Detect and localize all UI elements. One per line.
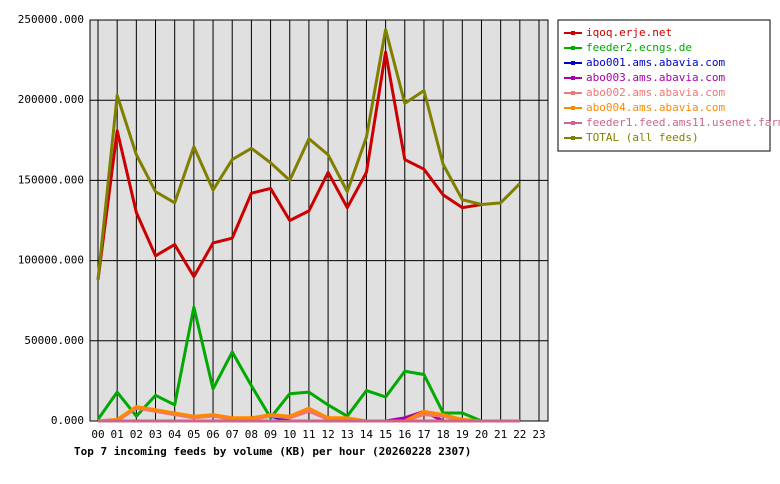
x-tick-label: 10 — [283, 428, 296, 441]
legend-label: abo003.ams.abavia.com — [586, 71, 725, 84]
x-tick-label: 20 — [475, 428, 488, 441]
legend-label: abo002.ams.abavia.com — [586, 86, 725, 99]
series-line — [96, 305, 520, 423]
y-tick-label: 200000.000 — [18, 93, 84, 106]
y-tick-label: 0.000 — [51, 414, 84, 427]
plot-area — [89, 19, 549, 422]
legend-marker — [571, 31, 575, 35]
x-tick-label: 18 — [437, 428, 450, 441]
legend-marker — [571, 61, 575, 65]
legend-box — [557, 19, 771, 152]
x-tick-label: 22 — [513, 428, 526, 441]
legend-label: TOTAL (all feeds) — [586, 131, 699, 144]
x-tick-label: 19 — [456, 428, 469, 441]
x-tick-label: 00 — [91, 428, 104, 441]
x-tick-label: 15 — [379, 428, 392, 441]
series-line — [96, 28, 521, 281]
x-tick-label: 04 — [168, 428, 182, 441]
legend-marker — [571, 136, 575, 140]
x-tick-label: 05 — [187, 428, 200, 441]
x-tick-label: 08 — [245, 428, 258, 441]
x-tick-label: 14 — [360, 428, 374, 441]
x-tick-label: 13 — [341, 428, 354, 441]
legend-label: feeder1.feed.ams11.usenet.farm — [586, 116, 780, 129]
y-tick-label: 50000.000 — [24, 334, 84, 347]
chart-title: Top 7 incoming feeds by volume (KB) per … — [74, 445, 471, 458]
x-tick-label: 21 — [494, 428, 507, 441]
x-tick-label: 03 — [149, 428, 162, 441]
legend-marker — [571, 106, 575, 110]
x-tick-label: 17 — [417, 428, 430, 441]
x-tick-label: 11 — [302, 428, 315, 441]
legend-label: feeder2.ecngs.de — [586, 41, 692, 54]
y-tick-label: 150000.000 — [18, 173, 84, 186]
x-tick-label: 09 — [264, 428, 277, 441]
x-tick-label: 06 — [206, 428, 219, 441]
legend-marker — [571, 46, 575, 50]
series-line — [96, 50, 482, 281]
legend-marker — [571, 76, 575, 80]
series-line — [97, 405, 520, 423]
y-tick-label: 100000.000 — [18, 254, 84, 267]
legend-label: abo001.ams.abavia.com — [586, 56, 725, 69]
legend-marker — [571, 91, 575, 95]
legend-label: iqoq.erje.net — [586, 26, 672, 39]
legend-marker — [571, 121, 575, 125]
y-tick-label: 250000.000 — [18, 13, 84, 26]
x-tick-label: 12 — [321, 428, 334, 441]
x-tick-label: 07 — [226, 428, 239, 441]
x-tick-label: 16 — [398, 428, 411, 441]
x-tick-label: 01 — [111, 428, 124, 441]
series-line — [98, 406, 520, 423]
x-tick-label: 23 — [532, 428, 545, 441]
x-tick-label: 02 — [130, 428, 143, 441]
legend-label: abo004.ams.abavia.com — [586, 101, 725, 114]
